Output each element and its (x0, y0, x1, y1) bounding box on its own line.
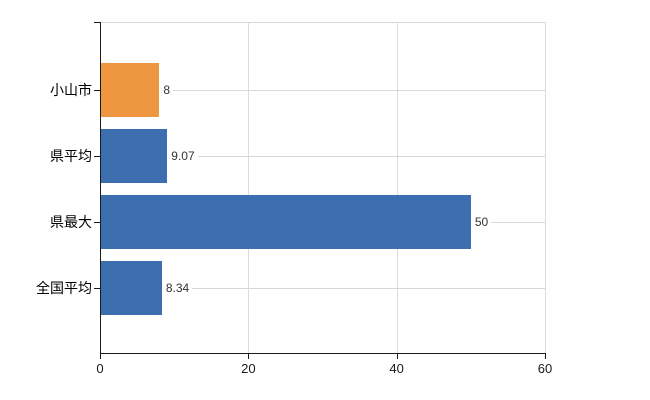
value-label: 9.07 (171, 149, 195, 163)
category-label: 県最大 (50, 214, 92, 230)
category-tick (94, 156, 100, 157)
leader-line (491, 221, 545, 223)
value-label: 8 (163, 83, 171, 97)
gridline (248, 22, 250, 353)
bar-row: 50 (100, 195, 545, 249)
category-tick (94, 90, 100, 91)
x-axis-tick-label: 40 (389, 361, 404, 376)
x-axis-tick-label: 0 (96, 361, 104, 376)
x-axis-tick (248, 353, 250, 359)
category-label: 全国平均 (36, 280, 92, 296)
bar[interactable] (100, 261, 162, 315)
category-label: 小山市 (50, 82, 92, 98)
gridline (396, 22, 398, 353)
value-label: 50 (474, 215, 489, 229)
y-axis-top-tick (94, 22, 100, 23)
bar[interactable] (100, 63, 160, 117)
gridline (545, 22, 546, 353)
plot-border-top (100, 22, 546, 23)
x-axis-tick-label: 60 (537, 361, 553, 376)
plot-area: 8 9.07 50 8.34 (100, 22, 546, 353)
bar-row: 8 (100, 63, 545, 117)
leader-line (197, 155, 545, 157)
x-axis-tick (396, 353, 398, 359)
y-axis-line (100, 22, 101, 358)
x-axis-tick (545, 353, 546, 359)
x-axis-tick (100, 353, 101, 359)
bar[interactable] (100, 195, 471, 249)
category-label: 県平均 (50, 148, 92, 164)
category-tick (94, 222, 100, 223)
x-axis-line (100, 353, 546, 354)
leader-line (192, 287, 545, 289)
bar-row: 9.07 (100, 129, 545, 183)
bar-row: 8.34 (100, 261, 545, 315)
bar[interactable] (100, 129, 168, 183)
leader-line (173, 89, 545, 91)
x-axis-tick-label: 20 (241, 361, 256, 376)
category-tick (94, 288, 100, 289)
value-label: 8.34 (165, 281, 190, 295)
